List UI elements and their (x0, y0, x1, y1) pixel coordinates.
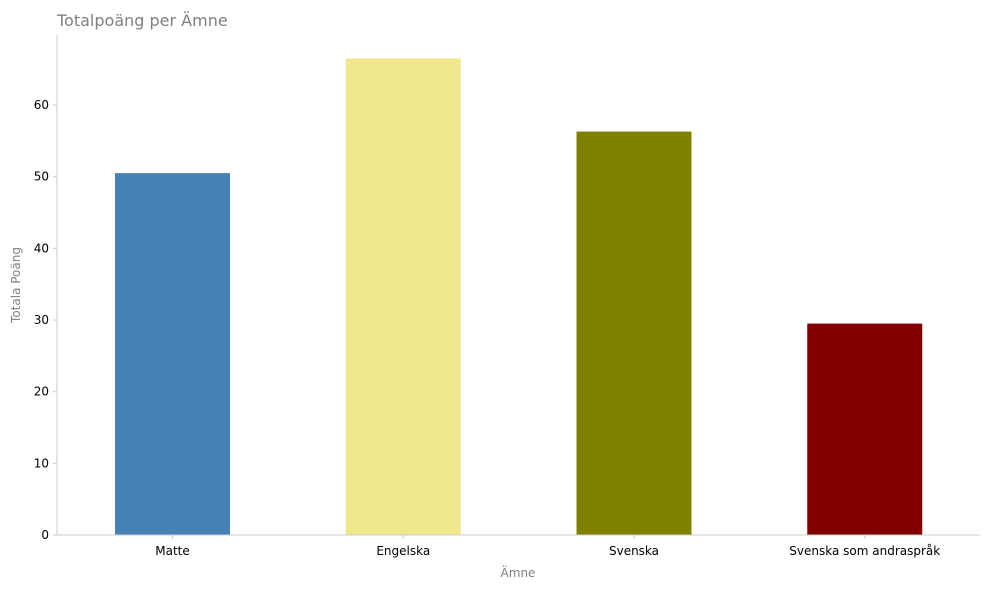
x-tick-label: Svenska (609, 544, 659, 558)
y-tick-label: 0 (41, 528, 49, 542)
x-axis-label: Ämne (501, 565, 536, 580)
bar-svenska (576, 131, 692, 536)
x-tick-label: Engelska (376, 544, 430, 558)
x-tick-label: Svenska som andraspråk (789, 544, 940, 558)
x-axis-ticks: Matte Engelska Svenska Svenska som andraspr… (155, 535, 940, 558)
bar-group (115, 58, 923, 536)
y-tick-label: 20 (34, 385, 49, 399)
bar-engelska (345, 58, 461, 536)
chart-title: Totalpoäng per Ämne (56, 11, 228, 30)
bar-svenska-som-andraspr-k (807, 323, 923, 535)
y-tick-label: 30 (34, 313, 49, 327)
y-tick-label: 50 (34, 170, 49, 184)
x-tick-label: Matte (155, 544, 190, 558)
y-axis-ticks: 0 10 20 30 40 50 60 (34, 98, 57, 542)
y-tick-label: 40 (34, 241, 49, 255)
y-tick-label: 60 (34, 98, 49, 112)
y-axis-label: Totala Poäng (9, 247, 23, 324)
y-tick-label: 10 (34, 456, 49, 470)
bar-matte (115, 173, 230, 535)
